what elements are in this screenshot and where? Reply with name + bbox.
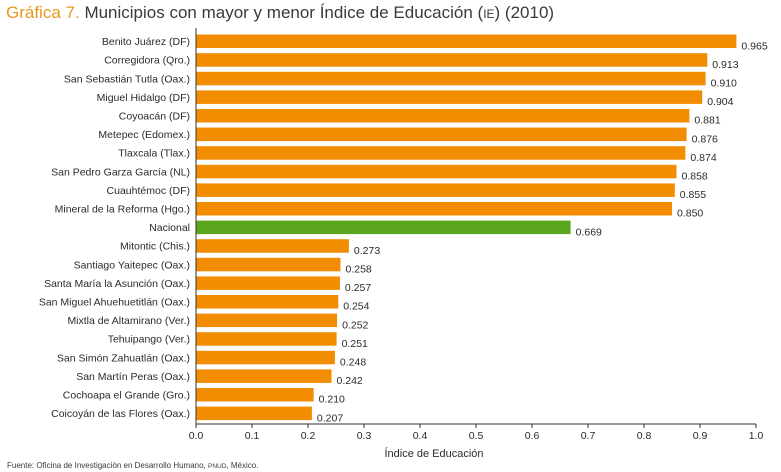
x-tick-label-1: 0.1 (245, 430, 260, 442)
bar-10 (196, 220, 571, 235)
title-abbr: IE (483, 7, 495, 21)
category-label-4: Coyoacán (DF) (119, 111, 190, 123)
value-label-20: 0.207 (317, 412, 343, 424)
bar-14 (196, 295, 339, 309)
value-label-3: 0.904 (707, 96, 733, 108)
value-label-0: 0.965 (741, 40, 767, 52)
bar-6 (196, 146, 686, 160)
bar-18 (196, 369, 332, 383)
value-label-6: 0.874 (690, 152, 716, 164)
value-label-19: 0.210 (319, 394, 345, 406)
category-label-8: Cuauhtémoc (DF) (107, 185, 190, 197)
figure-number: Gráfica 7. (6, 3, 80, 22)
x-tick-label-2: 0.2 (301, 430, 316, 442)
category-label-18: San Martín Peras (Oax.) (76, 371, 190, 383)
title-main: Municipios con mayor y menor Índice de E… (84, 3, 484, 22)
category-label-11: Mitontic (Chis.) (120, 241, 190, 253)
category-label-19: Cochoapa el Grande (Gro.) (63, 390, 190, 402)
bar-0 (196, 34, 737, 48)
x-tick-label-3: 0.3 (357, 430, 372, 442)
category-label-10: Nacional (149, 222, 190, 234)
value-label-1: 0.913 (712, 59, 738, 71)
x-tick-label-9: 0.9 (693, 430, 708, 442)
category-label-5: Metepec (Edomex.) (98, 129, 190, 141)
bar-8 (196, 183, 675, 197)
category-label-16: Tehuipango (Ver.) (108, 334, 190, 346)
category-label-9: Mineral de la Reforma (Hgo.) (55, 204, 190, 216)
bar-9 (196, 202, 672, 216)
value-label-5: 0.876 (692, 133, 718, 145)
bar-13 (196, 276, 340, 290)
value-label-4: 0.881 (694, 115, 720, 127)
value-label-16: 0.251 (342, 338, 368, 350)
source-main: Fuente: Oficina de Investigación en Desa… (7, 461, 208, 470)
bar-16 (196, 332, 337, 346)
bar-2 (196, 71, 706, 86)
category-label-14: San Miguel Ahuehuetitlán (Oax.) (39, 297, 190, 309)
category-label-17: San Simón Zahuatlán (Oax.) (57, 352, 190, 364)
bar-5 (196, 127, 687, 142)
x-tick-label-6: 0.6 (525, 430, 540, 442)
value-label-14: 0.254 (343, 301, 369, 313)
category-label-6: Tlaxcala (Tlax.) (118, 148, 190, 160)
source-abbr: PNUD (208, 463, 227, 470)
category-label-12: Santiago Yaitepec (Oax.) (74, 259, 190, 271)
category-label-0: Benito Juárez (DF) (102, 36, 190, 48)
category-label-7: San Pedro Garza García (NL) (51, 166, 190, 178)
value-label-15: 0.252 (342, 319, 368, 331)
value-label-18: 0.242 (337, 375, 363, 387)
category-label-20: Coicoyán de las Flores (Oax.) (51, 408, 190, 420)
x-axis-label: Índice de Educación (384, 447, 483, 460)
bar-11 (196, 239, 349, 253)
bar-19 (196, 388, 314, 402)
value-label-8: 0.855 (680, 189, 706, 201)
category-label-2: San Sebastián Tutla (Oax.) (64, 73, 190, 85)
x-axis: 0.0 0.1 0.2 0.3 0.4 0.5 0.6 0.7 0.8 0.9 1.0 (189, 28, 764, 442)
source-note: Fuente: Oficina de Investigación en Desa… (7, 461, 258, 470)
value-label-2: 0.910 (711, 78, 737, 90)
bar-20 (196, 406, 312, 421)
bars-group (196, 34, 737, 421)
x-tick-label-10: 1.0 (749, 430, 764, 442)
bar-4 (196, 109, 690, 123)
bar-3 (196, 90, 703, 104)
bar-1 (196, 53, 708, 67)
bar-12 (196, 257, 341, 272)
title-tail: ) (2010) (494, 3, 555, 22)
category-label-15: Mixtla de Altamirano (Ver.) (67, 315, 190, 327)
chart-title: Gráfica 7. Municipios con mayor y menor … (6, 3, 554, 23)
x-tick-label-0: 0.0 (189, 430, 204, 442)
value-label-12: 0.258 (346, 264, 372, 276)
x-tick-label-4: 0.4 (413, 430, 428, 442)
value-label-9: 0.850 (677, 208, 703, 220)
category-label-1: Corregidora (Qro.) (104, 55, 190, 67)
x-tick-label-5: 0.5 (469, 430, 484, 442)
category-label-13: Santa María la Asunción (Oax.) (44, 278, 190, 290)
x-tick-label-7: 0.7 (581, 430, 596, 442)
category-labels: Benito Juárez (DF) Corregidora (Qro.) San … (39, 36, 190, 420)
bar-7 (196, 164, 677, 179)
bar-15 (196, 313, 338, 328)
x-tick-label-8: 0.8 (637, 430, 652, 442)
value-label-10: 0.669 (576, 226, 602, 238)
value-label-13: 0.257 (345, 282, 371, 294)
category-label-3: Miguel Hidalgo (DF) (97, 92, 190, 104)
value-label-17: 0.248 (340, 357, 366, 369)
value-label-7: 0.858 (682, 171, 708, 183)
value-label-11: 0.273 (354, 245, 380, 257)
source-tail: , México. (226, 461, 259, 470)
bar-17 (196, 350, 335, 365)
